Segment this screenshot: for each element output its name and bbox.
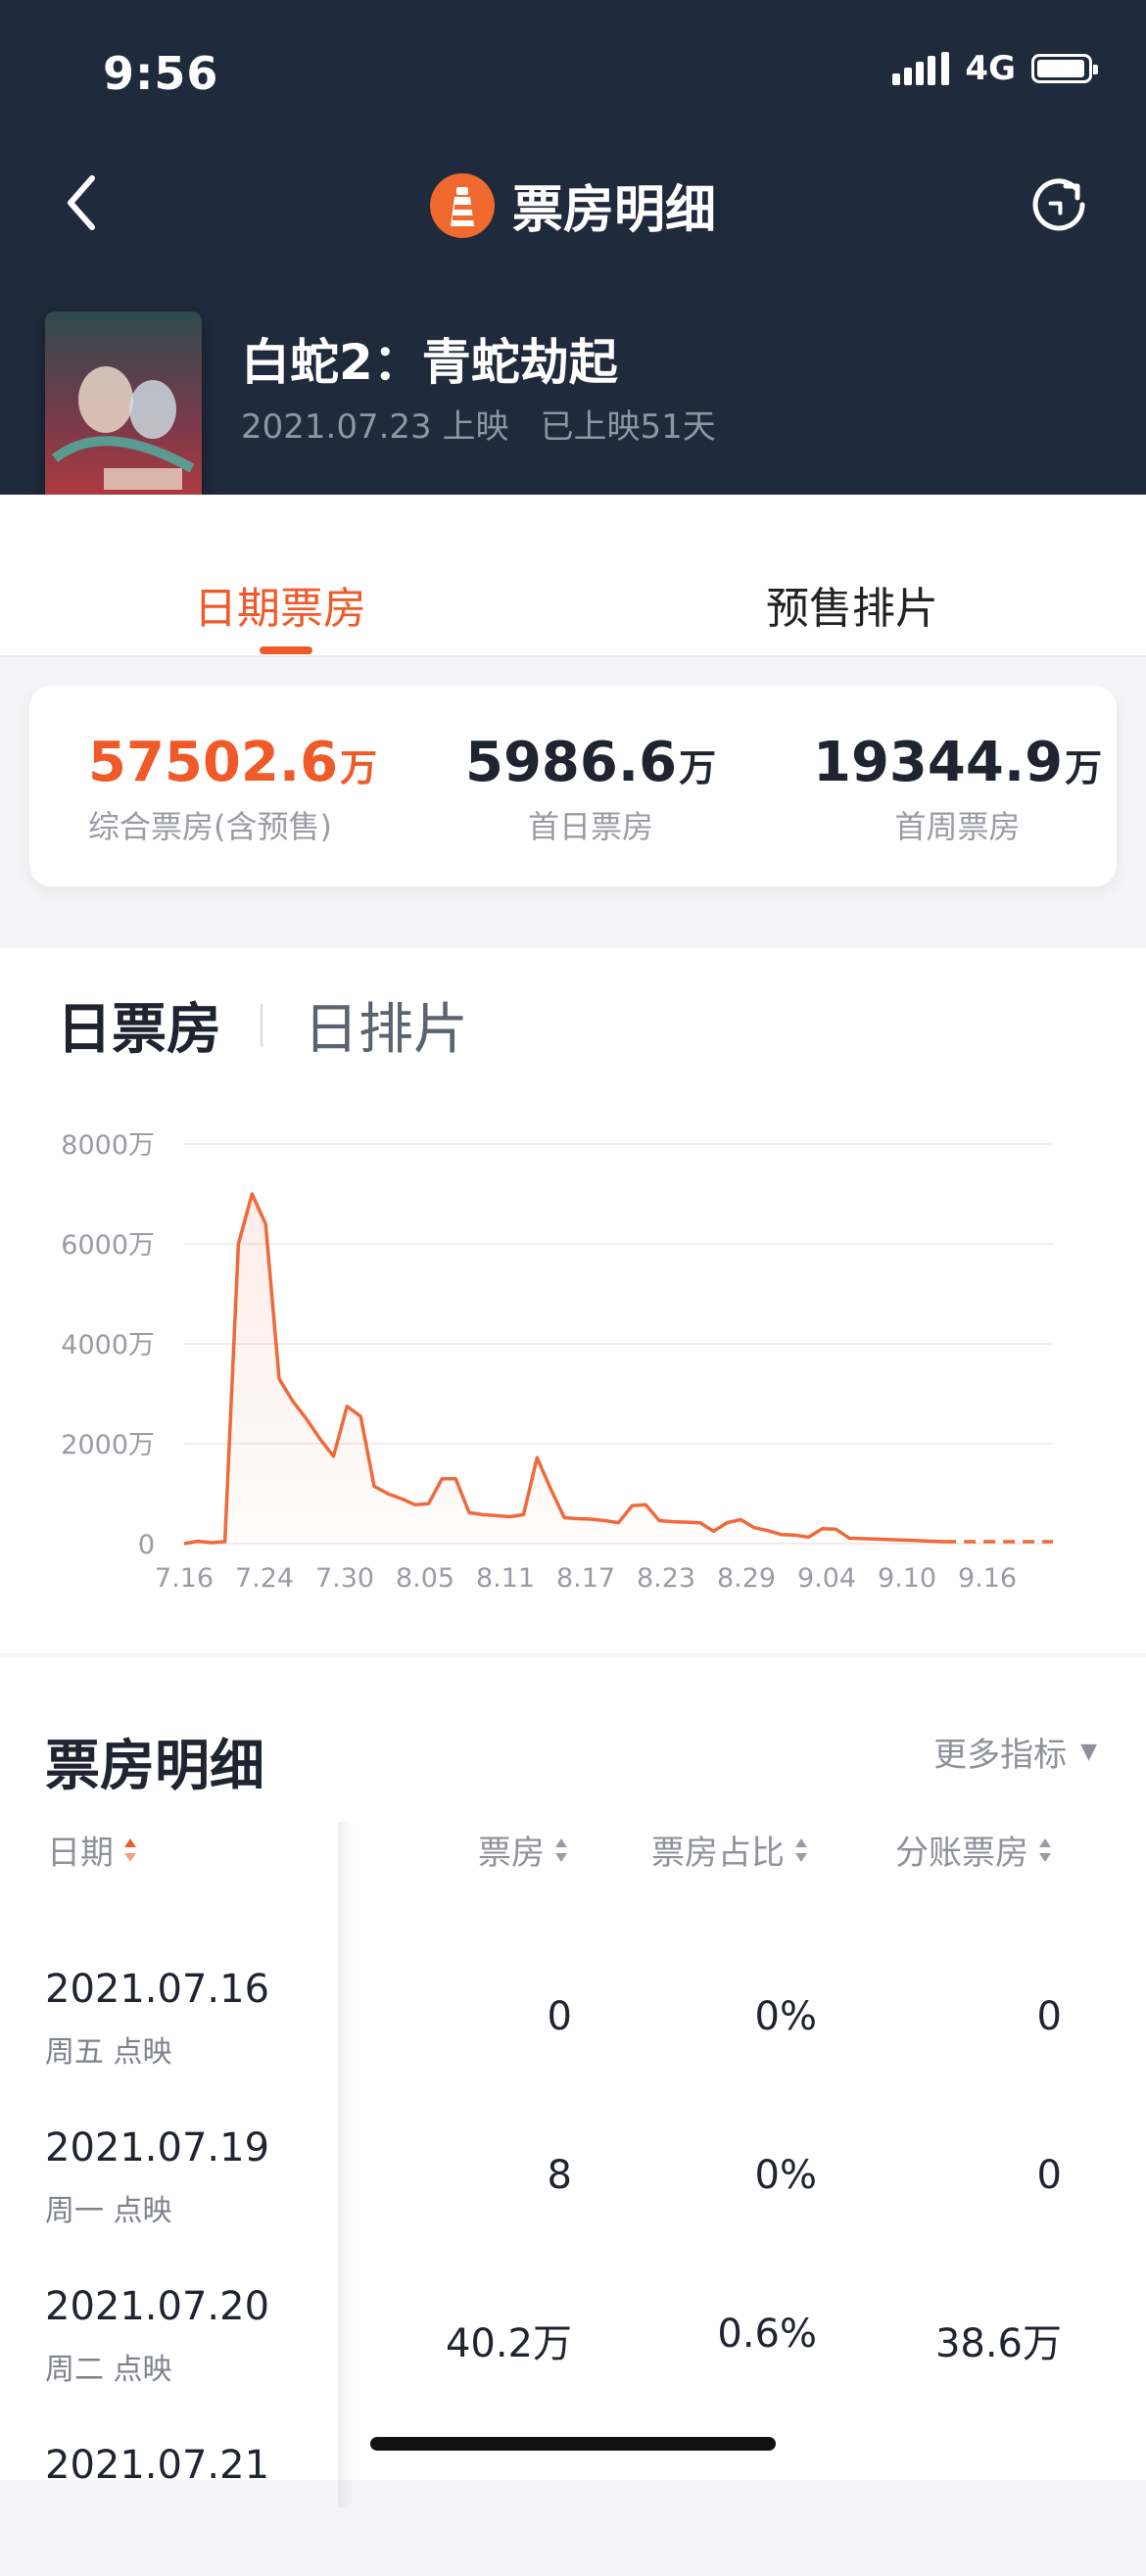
active-tab-indicator xyxy=(260,646,312,654)
stat-first-day-unit: 万 xyxy=(679,746,717,789)
x-tick-label: 8.29 xyxy=(717,1563,776,1594)
stat-first-week-label: 首周票房 xyxy=(894,808,1021,845)
detail-title: 票房明细 xyxy=(45,1735,264,1798)
days-showing: 已上映51天 xyxy=(540,407,716,447)
x-tick-label: 8.23 xyxy=(637,1563,695,1594)
boxoffice-line-chart: 0 2000万 4000万 6000万 8000万 7.16 7.24 7.30 8.05 8.1… xyxy=(61,1130,1053,1594)
sort-icon xyxy=(554,1837,568,1863)
tab-bar: 日期票房 预售排片 xyxy=(0,495,1146,657)
stat-total-unit: 万 xyxy=(340,746,378,789)
home-indicator xyxy=(370,2437,776,2451)
network-label: 4G xyxy=(965,49,1016,88)
row-split: 0 xyxy=(1036,2153,1062,2198)
row-date: 2021.07.16 xyxy=(45,1967,270,2012)
column-ratio-label: 票房占比 xyxy=(651,1834,785,1873)
x-tick-label: 8.05 xyxy=(396,1563,454,1594)
table-row[interactable]: 2021.07.19 周一 点映 8 0% 0 xyxy=(0,2100,1146,2259)
back-button[interactable] xyxy=(59,168,104,237)
row-ratio: 0% xyxy=(754,2153,817,2198)
row-ratio: 0.6% xyxy=(717,2312,817,2357)
stat-first-week-value: 19344.9 xyxy=(813,731,1064,794)
x-tick-label: 9.10 xyxy=(878,1563,936,1594)
stats-card: 57502.6万 综合票房(含预售) 5986.6万 首日票房 19344.9万… xyxy=(29,686,1117,886)
chart-tab-divider xyxy=(261,1003,263,1047)
y-tick-label: 2000万 xyxy=(61,1430,155,1460)
sort-icon xyxy=(794,1837,808,1863)
row-weekday: 周一 点映 xyxy=(45,2194,172,2228)
row-boxoffice: 40.2万 xyxy=(445,2321,572,2366)
stat-total-value: 57502.6 xyxy=(88,731,339,794)
row-weekday: 周二 点映 xyxy=(45,2353,172,2387)
chart-card: 0 2000万 4000万 6000万 8000万 7.16 7.24 7.30 8.05 8.1… xyxy=(0,948,1146,1653)
column-date-label: 日期 xyxy=(47,1834,114,1873)
row-date: 2021.07.19 xyxy=(45,2125,270,2171)
column-split-header[interactable]: 分账票房 xyxy=(895,1826,1052,1874)
x-tick-label: 9.04 xyxy=(797,1563,856,1594)
y-tick-label: 0 xyxy=(138,1530,155,1560)
tab-presale-schedule[interactable]: 预售排片 xyxy=(766,584,938,634)
stat-first-day-value: 5986.6 xyxy=(465,731,678,794)
row-date: 2021.07.20 xyxy=(45,2284,270,2329)
row-split: 0 xyxy=(1036,1994,1062,2039)
refresh-icon xyxy=(1032,178,1085,231)
sticky-column-shadow xyxy=(338,1822,354,2507)
row-boxoffice: 0 xyxy=(547,1994,572,2039)
column-boxoffice-header[interactable]: 票房 xyxy=(478,1826,568,1874)
chart-tabs: 日票房 日排片 xyxy=(57,985,468,1065)
column-boxoffice-label: 票房 xyxy=(478,1834,545,1873)
detail-section: 票房明细 更多指标 ▼ 日期 票房 票房占比 分账票房 2021.07.16 周… xyxy=(0,1657,1146,2507)
x-tick-label: 7.30 xyxy=(315,1563,374,1594)
sort-icon xyxy=(123,1837,137,1863)
chart-tab-daily-schedule[interactable]: 日排片 xyxy=(304,998,468,1062)
x-tick-label: 9.16 xyxy=(958,1563,1017,1594)
column-date-header[interactable]: 日期 xyxy=(47,1826,137,1874)
sort-icon xyxy=(1038,1837,1052,1863)
release-date: 2021.07.23 上映 xyxy=(241,407,509,447)
tab-daily-boxoffice[interactable]: 日期票房 xyxy=(194,584,366,634)
series-line xyxy=(183,1192,945,1546)
column-split-label: 分账票房 xyxy=(895,1834,1028,1873)
table-row[interactable]: 2021.07.20 周二 点映 40.2万 0.6% 38.6万 xyxy=(0,2259,1146,2417)
nav-title: 票房明细 xyxy=(0,168,1146,242)
more-metrics-label: 更多指标 xyxy=(933,1736,1068,1775)
row-boxoffice: 8 xyxy=(547,2153,572,2198)
status-indicators: 4G xyxy=(892,49,1098,88)
series-area xyxy=(184,1194,945,1544)
movie-meta: 2021.07.23 上映 已上映51天 xyxy=(241,400,716,448)
stat-total: 57502.6万 综合票房(含预售) xyxy=(88,731,377,847)
table-row[interactable]: 2021.07.16 周五 点映 0 0% 0 xyxy=(0,1941,1146,2100)
x-tick-label: 7.24 xyxy=(235,1563,294,1594)
y-tick-label: 8000万 xyxy=(61,1130,155,1161)
chevron-left-icon xyxy=(68,175,95,230)
movie-name: 白蛇2：青蛇劫起 xyxy=(241,334,618,391)
chart-tab-daily-boxoffice[interactable]: 日票房 xyxy=(57,998,221,1062)
caret-down-icon: ▼ xyxy=(1080,1740,1097,1764)
x-tick-label: 8.17 xyxy=(556,1563,615,1594)
page-title: 票房明细 xyxy=(511,181,716,240)
y-tick-label: 4000万 xyxy=(61,1330,155,1360)
lighthouse-logo-icon xyxy=(429,172,495,238)
stat-first-week: 19344.9万 首周票房 xyxy=(813,731,1102,847)
row-weekday: 周五 点映 xyxy=(45,2035,172,2070)
status-time: 9:56 xyxy=(103,47,219,100)
column-ratio-header[interactable]: 票房占比 xyxy=(651,1826,808,1874)
row-date: 2021.07.21 xyxy=(45,2443,270,2488)
row-ratio: 0% xyxy=(754,1994,817,2039)
stat-first-day: 5986.6万 首日票房 xyxy=(465,731,716,847)
refresh-button[interactable] xyxy=(1028,174,1089,235)
battery-icon xyxy=(1031,54,1098,83)
y-tick-label: 6000万 xyxy=(61,1230,155,1261)
stat-first-week-unit: 万 xyxy=(1065,746,1103,789)
row-split: 38.6万 xyxy=(934,2321,1062,2366)
more-metrics-button[interactable]: 更多指标 ▼ xyxy=(933,1728,1097,1776)
x-tick-label: 7.16 xyxy=(155,1563,214,1594)
stat-total-label: 综合票房(含预售) xyxy=(88,808,332,845)
signal-icon xyxy=(892,52,950,85)
stat-first-day-label: 首日票房 xyxy=(528,808,654,845)
x-tick-label: 8.11 xyxy=(476,1563,535,1594)
